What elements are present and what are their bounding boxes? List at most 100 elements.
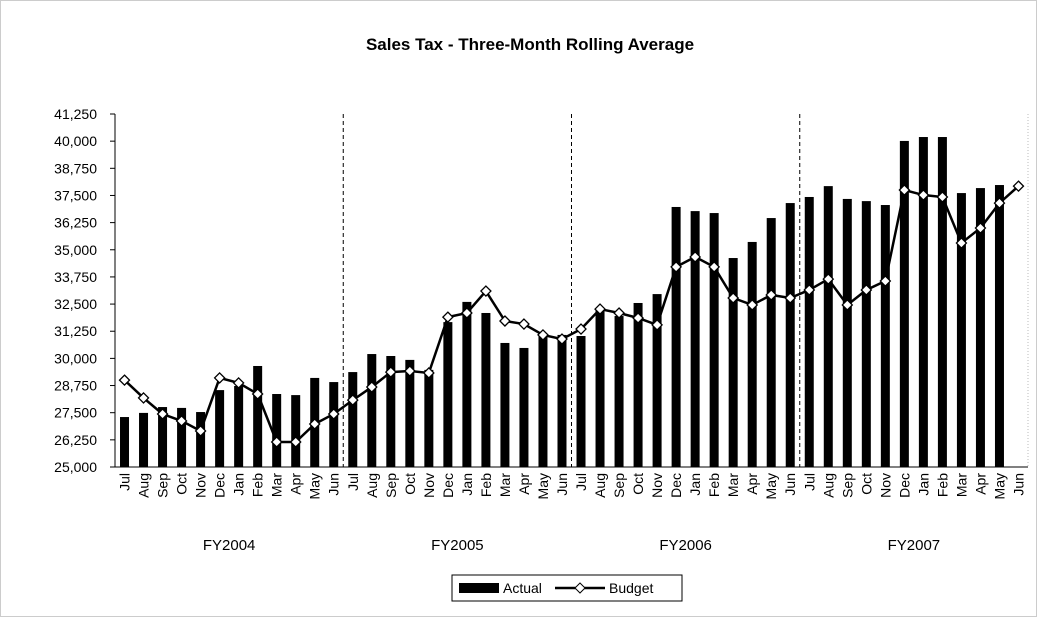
bar [120,417,130,467]
x-tick-label: Mar [953,473,969,497]
budget-marker [384,366,397,378]
budget-marker [537,329,549,341]
x-tick-label: Sep [155,473,171,498]
legend-label: Actual [503,580,542,596]
bar [443,322,453,467]
x-tick-label: Jun [554,473,570,496]
budget-marker [708,261,721,273]
budget-marker [118,374,131,387]
bar [196,412,206,467]
bar [994,185,1004,467]
bar [367,354,377,467]
budget-marker [194,425,207,437]
bar [405,359,415,467]
x-tick-label: Aug [136,473,152,498]
bar [937,137,947,467]
budget-marker [879,275,892,287]
budget-marker [518,318,530,330]
budget-marker [251,388,264,400]
budget-marker [422,367,435,379]
x-tick-label: Feb [934,473,950,497]
budget-marker [441,311,454,324]
bar [956,193,966,467]
bar [519,347,529,467]
x-tick-label: Dec [896,473,912,498]
x-tick-label: Oct [174,473,190,495]
budget-marker [803,284,816,296]
budget-marker [917,189,930,201]
bar [329,382,339,467]
bar [880,205,890,467]
x-tick-label: Feb [478,473,494,497]
budget-marker [289,436,302,448]
budget-marker [1012,180,1025,193]
x-tick-label: Nov [877,473,893,498]
budget-marker [365,381,378,393]
x-tick-label: Dec [212,473,228,498]
budget-marker [575,323,587,335]
bar [899,140,909,467]
group-label: FY2005 [431,537,484,554]
budget-marker [175,415,188,427]
budget-marker [898,184,911,196]
bar [614,316,624,467]
bar [918,137,928,467]
budget-marker [822,273,835,286]
x-tick-label: Oct [402,473,418,495]
bar [595,309,605,467]
bar [386,355,396,467]
bar [576,336,586,467]
bar [975,188,985,468]
budget-marker [156,408,169,420]
bar [291,395,301,467]
x-tick-label: May [763,473,779,499]
y-tick-label: 33,750 [54,269,97,285]
x-tick-label: Oct [858,473,874,495]
bar [500,342,510,467]
x-tick-label: Apr [288,473,304,495]
budget-marker [993,197,1006,209]
bar [424,369,434,467]
x-tick-label: Jul [345,473,361,491]
bar [823,186,833,468]
bar [633,302,643,467]
budget-marker [137,392,150,404]
legend-label: Budget [609,580,653,596]
x-tick-label: Oct [630,473,646,495]
y-tick-label: 36,250 [54,215,97,231]
budget-marker [403,365,416,377]
bar [690,211,700,467]
bar [215,390,225,467]
budget-marker [346,394,359,407]
x-tick-label: Dec [440,473,456,498]
budget-marker [213,372,226,384]
budget-marker [955,237,968,249]
x-tick-label: Jul [801,473,817,491]
y-tick-label: 37,500 [54,187,97,203]
x-tick-label: May [307,473,323,499]
budget-marker [670,261,683,273]
y-tick-label: 38,750 [54,160,97,176]
x-tick-label: Aug [364,473,380,498]
budget-marker [689,251,702,263]
x-tick-label: Aug [820,473,836,498]
budget-marker [936,191,949,203]
y-tick-label: 30,000 [54,350,97,366]
bar [804,196,814,467]
chart-title: Sales Tax - Three-Month Rolling Average [366,35,694,54]
bar [462,301,472,467]
budget-marker [841,299,854,311]
bar [861,201,871,467]
x-tick-label: Nov [193,473,209,498]
y-tick-label: 26,250 [54,432,97,448]
bar [747,241,757,467]
bar [538,336,548,467]
budget-marker [556,333,568,345]
y-tick-label: 31,250 [54,323,97,339]
budget-marker [860,284,873,296]
x-tick-label: Jul [573,473,589,491]
budget-marker [974,222,987,234]
budget-marker [499,315,511,327]
bar [158,407,168,467]
